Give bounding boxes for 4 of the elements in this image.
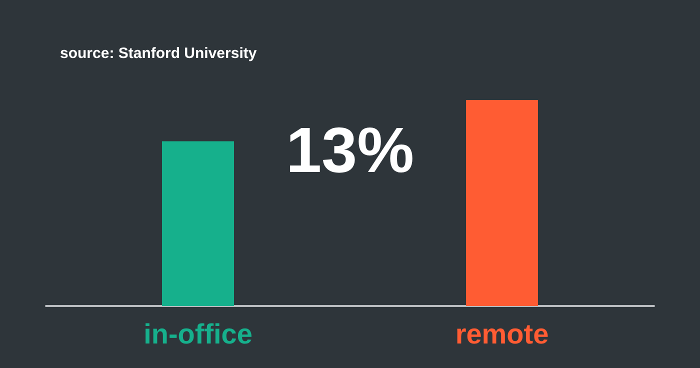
source-note: source: Stanford University	[60, 45, 258, 62]
x-tick-label: in-office	[144, 318, 252, 350]
x-tick-label: remote	[455, 318, 549, 350]
annotation: 13%	[286, 114, 414, 186]
